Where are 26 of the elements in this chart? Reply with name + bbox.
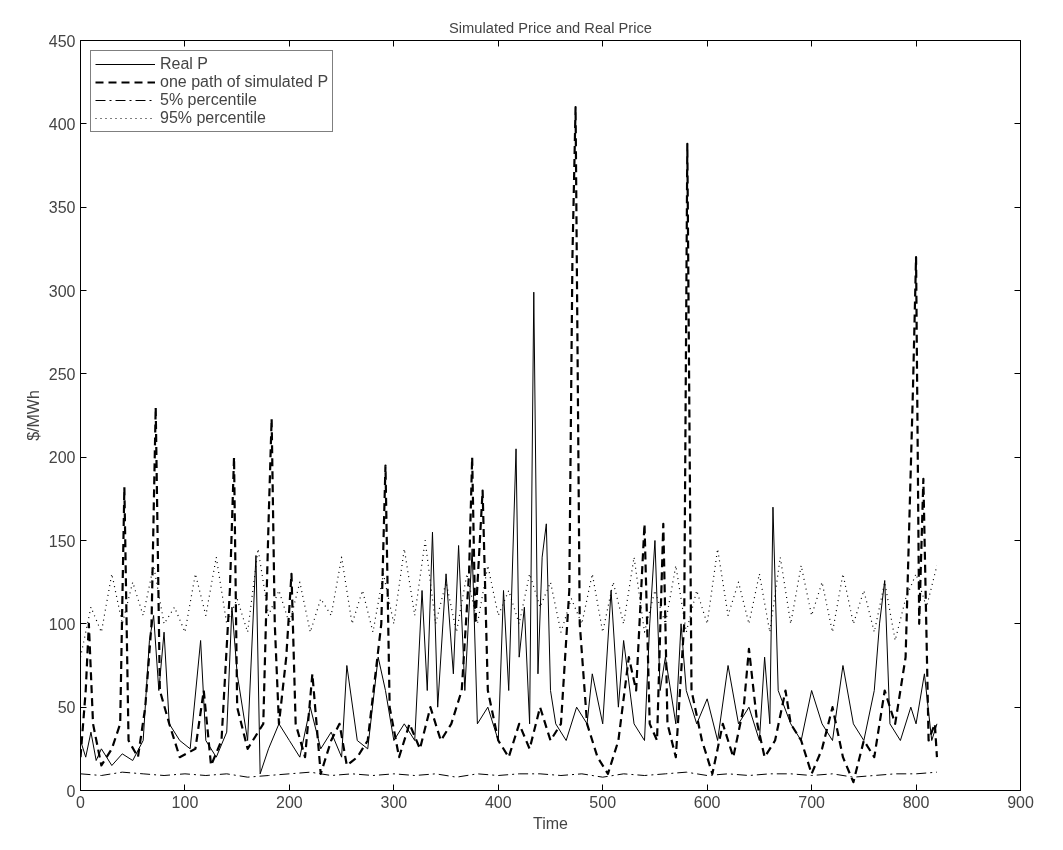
legend-label: one path of simulated P — [160, 73, 329, 91]
x-tick-label: 700 — [798, 793, 826, 811]
y-tick-label: 100 — [48, 615, 76, 633]
y-tick-label: 150 — [48, 532, 76, 550]
x-axis-title: Time — [533, 814, 569, 832]
y-tick-label: 250 — [48, 365, 76, 383]
chart-title: Simulated Price and Real Price — [449, 19, 652, 36]
x-tick-label: 200 — [276, 793, 303, 811]
y-tick-label: 200 — [48, 449, 76, 467]
x-tick-label: 500 — [589, 793, 617, 811]
y-tick-label: 350 — [48, 199, 76, 217]
y-tick-label: 0 — [66, 782, 76, 800]
y-tick-label: 300 — [48, 282, 76, 300]
x-tick-label: 800 — [902, 793, 930, 811]
legend-label: 5% percentile — [160, 91, 257, 109]
x-tick-label: 600 — [693, 793, 721, 811]
x-tick-label: 900 — [1007, 793, 1034, 811]
y-axis-title: $/MWh — [24, 390, 42, 441]
y-tick-label: 50 — [57, 699, 76, 717]
x-tick-label: 300 — [380, 793, 408, 811]
x-tick-label: 100 — [171, 793, 199, 811]
y-tick-label: 400 — [48, 115, 76, 133]
y-tick-label: 450 — [48, 32, 76, 50]
legend-label: Real P — [160, 55, 209, 73]
legend-label: 95% percentile — [160, 109, 266, 127]
x-tick-label: 400 — [484, 793, 512, 811]
